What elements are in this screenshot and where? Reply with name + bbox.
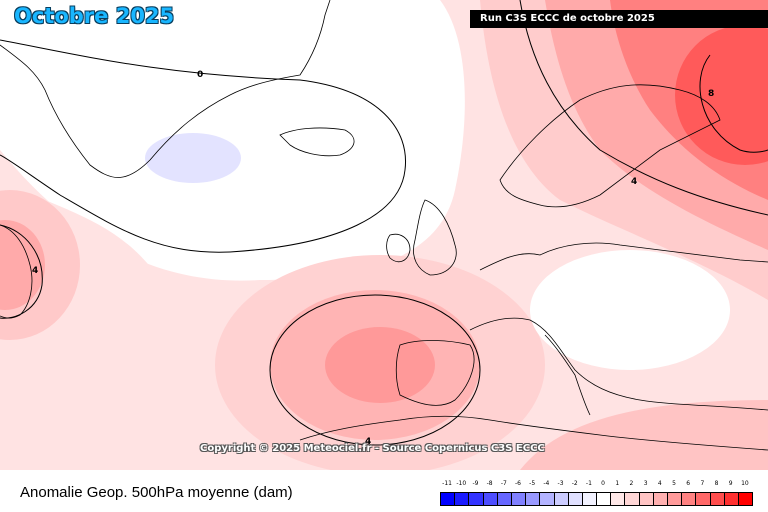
legend-colorbar [440,492,754,506]
legend-swatch [525,492,541,506]
legend-label: 9 [728,480,733,487]
legend-label: 10 [741,480,749,487]
anomaly-cell-iberia-inner [325,327,435,403]
legend-label: 2 [629,480,634,487]
legend-label: -11 [442,480,452,487]
contour-label: 4 [365,437,371,447]
legend-swatch [581,492,598,506]
anomaly-map: 0 4 8 4 4 Octobre 2025 Run C3S ECCC de o… [0,0,768,470]
legend-swatch [496,492,512,506]
legend-swatch [652,492,668,506]
contour-line-west [0,224,43,319]
legend-swatch [681,492,697,506]
contour-label: 0 [197,70,203,80]
legend-swatch [539,492,555,506]
run-label: Run C3S ECCC de octobre 2025 [470,10,768,28]
legend-label: -8 [486,480,493,487]
color-legend: -11 -10 -9 -8 -7 -6 -5 -4 -3 -2 -1 0 1 2 3 4 5 6 7 8 9 10 [440,480,754,508]
legend-label: 3 [643,480,648,487]
anomaly-cell-negative [145,133,241,183]
legend-swatch [709,492,725,506]
legend-label: -9 [472,480,479,487]
chart-title: Octobre 2025 [14,4,175,28]
legend-label: -1 [585,480,592,487]
legend-label: 5 [672,480,676,487]
legend-swatch [737,492,754,506]
anomaly-zone-neutral [0,0,465,281]
legend-label: -7 [500,480,507,487]
contour-line-zero [0,39,407,253]
contour-label: 8 [708,89,714,99]
footer-bar: Anomalie Geop. 500hPa moyenne (dam) -11-… [0,470,768,512]
legend-label: -6 [515,480,521,487]
legend-swatch [510,492,527,506]
anomaly-zone-north-east-core [675,25,768,165]
legend-swatch [723,492,739,506]
legend-swatch [553,492,569,506]
legend-labels: -11 -10 -9 -8 -7 -6 -5 -4 -3 -2 -1 0 1 2 3 4 5 6 7 8 9 10 [440,480,752,490]
legend-label: 7 [700,480,705,487]
legend-label: 1 [615,480,620,487]
legend-swatch [440,492,456,506]
contour-line-iberia [269,294,481,446]
legend-swatch [567,492,583,506]
legend-swatch [596,492,612,506]
legend-label: -4 [543,480,550,487]
legend-swatch [667,492,683,506]
legend-swatch [695,492,711,506]
legend-label: 6 [686,480,691,487]
map-variable-title: Anomalie Geop. 500hPa moyenne (dam) [20,484,293,501]
legend-label: -5 [529,480,536,487]
anomaly-cell-west-inner [0,220,45,310]
contour-line-north-east-core [699,54,768,153]
legend-swatch [454,492,470,506]
contour-label: 4 [32,266,38,276]
copyright-notice: Copyright © 2025 Meteociel.fr - Source C… [200,443,545,454]
contour-line-north-east [519,0,768,216]
anomaly-zone-south-east [520,400,768,470]
legend-label: -10 [456,480,467,487]
legend-swatch [482,492,498,506]
legend-swatch [638,492,654,506]
legend-label: 0 [601,480,605,487]
legend-swatch [624,492,640,506]
anomaly-zone-central-europe [530,250,730,370]
legend-swatch [468,492,484,506]
legend-label: 8 [714,480,719,487]
legend-label: 4 [657,480,662,487]
legend-label: -3 [557,480,564,487]
coastlines [0,0,768,451]
contour-label: 4 [631,177,637,187]
legend-swatch [610,492,626,506]
legend-label: -2 [571,480,578,487]
map-canvas: 0 4 8 4 4 [0,0,768,470]
